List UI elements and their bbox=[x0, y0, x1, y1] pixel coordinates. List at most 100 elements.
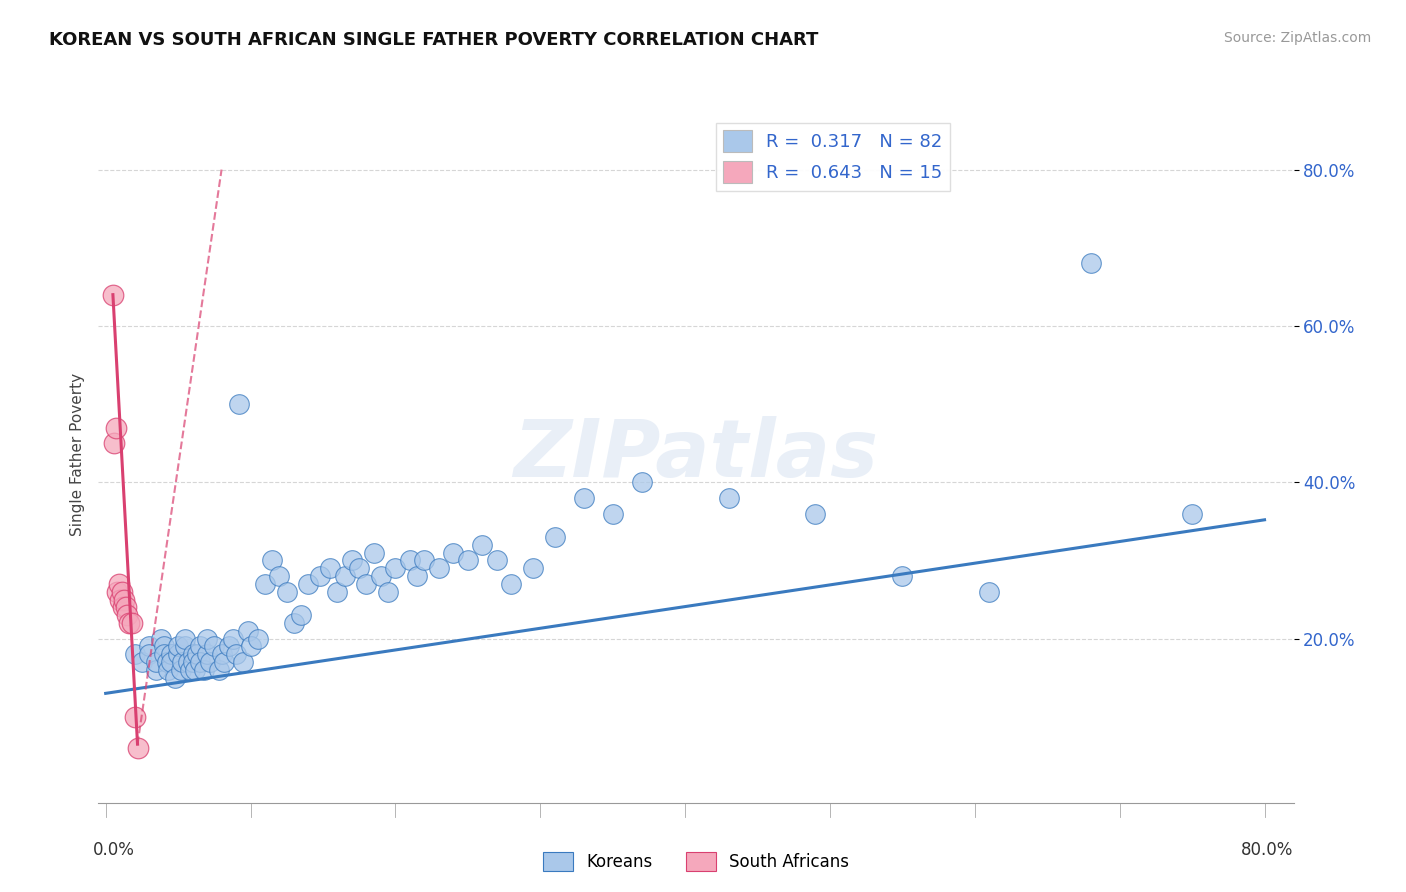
Point bbox=[211, 647, 233, 661]
Point bbox=[501, 577, 523, 591]
Point bbox=[104, 420, 127, 434]
Y-axis label: Single Father Poverty: Single Father Poverty bbox=[69, 374, 84, 536]
Point bbox=[309, 569, 332, 583]
Point bbox=[399, 553, 422, 567]
Point bbox=[112, 600, 135, 615]
Point bbox=[290, 608, 312, 623]
Point bbox=[326, 584, 349, 599]
Point bbox=[114, 592, 136, 607]
Legend: R =  0.317   N = 82, R =  0.643   N = 15: R = 0.317 N = 82, R = 0.643 N = 15 bbox=[716, 123, 950, 191]
Point bbox=[174, 640, 197, 654]
Point bbox=[979, 584, 1001, 599]
Point bbox=[121, 615, 143, 630]
Text: KOREAN VS SOUTH AFRICAN SINGLE FATHER POVERTY CORRELATION CHART: KOREAN VS SOUTH AFRICAN SINGLE FATHER PO… bbox=[49, 31, 818, 49]
Point bbox=[156, 663, 179, 677]
Point bbox=[160, 655, 183, 669]
Point bbox=[333, 569, 356, 583]
Point bbox=[165, 671, 187, 685]
Point bbox=[222, 632, 245, 646]
Point bbox=[108, 592, 131, 607]
Point bbox=[319, 561, 342, 575]
Point bbox=[105, 584, 128, 599]
Point bbox=[184, 663, 207, 677]
Text: Source: ZipAtlas.com: Source: ZipAtlas.com bbox=[1223, 31, 1371, 45]
Point bbox=[253, 577, 276, 591]
Point bbox=[124, 710, 146, 724]
Point bbox=[103, 436, 125, 450]
Point bbox=[145, 663, 167, 677]
Text: 80.0%: 80.0% bbox=[1241, 841, 1294, 859]
Point bbox=[152, 647, 174, 661]
Point bbox=[427, 561, 450, 575]
Point bbox=[131, 655, 153, 669]
Point bbox=[384, 561, 406, 575]
Point bbox=[160, 647, 183, 661]
Point bbox=[602, 507, 624, 521]
Point bbox=[167, 640, 190, 654]
Point bbox=[471, 538, 494, 552]
Point bbox=[172, 655, 194, 669]
Point bbox=[188, 655, 211, 669]
Point bbox=[118, 615, 141, 630]
Point bbox=[145, 655, 167, 669]
Point bbox=[891, 569, 914, 583]
Point bbox=[228, 397, 250, 411]
Point bbox=[138, 640, 160, 654]
Point bbox=[347, 561, 370, 575]
Point bbox=[225, 647, 247, 661]
Point bbox=[363, 546, 385, 560]
Point bbox=[1080, 256, 1102, 270]
Point bbox=[177, 655, 200, 669]
Point bbox=[457, 553, 479, 567]
Point bbox=[356, 577, 378, 591]
Text: 0.0%: 0.0% bbox=[93, 841, 135, 859]
Point bbox=[124, 647, 146, 661]
Point bbox=[236, 624, 259, 638]
Point bbox=[377, 584, 399, 599]
Point bbox=[149, 632, 172, 646]
Point bbox=[110, 584, 132, 599]
Point bbox=[262, 553, 284, 567]
Point bbox=[276, 584, 298, 599]
Point bbox=[283, 615, 305, 630]
Point bbox=[441, 546, 464, 560]
Point bbox=[208, 663, 231, 677]
Point bbox=[370, 569, 392, 583]
Point bbox=[630, 475, 652, 490]
Point bbox=[717, 491, 740, 505]
Point bbox=[297, 577, 319, 591]
Point bbox=[186, 647, 208, 661]
Point bbox=[198, 655, 221, 669]
Point bbox=[181, 647, 204, 661]
Point bbox=[195, 632, 218, 646]
Point bbox=[115, 600, 138, 615]
Point bbox=[1181, 507, 1204, 521]
Point bbox=[117, 608, 139, 623]
Point bbox=[193, 663, 215, 677]
Point bbox=[269, 569, 291, 583]
Point bbox=[181, 655, 204, 669]
Point bbox=[202, 640, 225, 654]
Point bbox=[152, 640, 174, 654]
Point bbox=[572, 491, 595, 505]
Point bbox=[174, 632, 197, 646]
Point bbox=[218, 640, 240, 654]
Point bbox=[107, 577, 129, 591]
Point bbox=[239, 640, 262, 654]
Point bbox=[485, 553, 508, 567]
Point bbox=[246, 632, 269, 646]
Point bbox=[138, 647, 160, 661]
Point bbox=[413, 553, 436, 567]
Point bbox=[340, 553, 363, 567]
Point bbox=[406, 569, 429, 583]
Point bbox=[522, 561, 544, 575]
Point bbox=[804, 507, 827, 521]
Point bbox=[170, 663, 193, 677]
Point bbox=[101, 287, 124, 301]
Point bbox=[188, 640, 211, 654]
Point bbox=[155, 655, 177, 669]
Point bbox=[544, 530, 567, 544]
Text: ZIPatlas: ZIPatlas bbox=[513, 416, 879, 494]
Point bbox=[167, 647, 190, 661]
Point bbox=[127, 741, 149, 756]
